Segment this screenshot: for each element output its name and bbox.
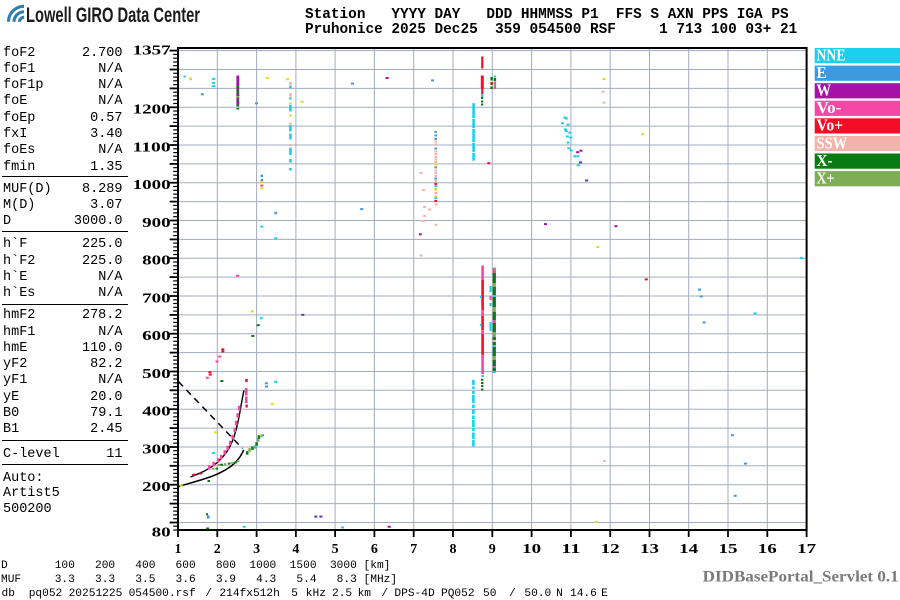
svg-text:800: 800 bbox=[142, 254, 171, 269]
svg-text:14: 14 bbox=[679, 542, 698, 557]
svg-text:200: 200 bbox=[142, 480, 171, 495]
svg-text:E: E bbox=[817, 63, 827, 82]
svg-text:500: 500 bbox=[142, 367, 171, 382]
svg-text:DIDBasePortal_Servlet 0.1: DIDBasePortal_Servlet 0.1 bbox=[703, 569, 899, 586]
svg-text:X+: X+ bbox=[817, 169, 835, 188]
svg-text:12: 12 bbox=[601, 542, 620, 557]
svg-text:10: 10 bbox=[522, 542, 541, 557]
svg-text:5: 5 bbox=[332, 542, 339, 557]
svg-text:15: 15 bbox=[719, 542, 738, 557]
svg-text:8: 8 bbox=[450, 542, 457, 557]
svg-text:900: 900 bbox=[142, 216, 171, 231]
svg-text:1: 1 bbox=[175, 542, 182, 557]
svg-text:X-: X- bbox=[817, 151, 833, 170]
svg-text:Vo+: Vo+ bbox=[817, 116, 844, 135]
svg-text:3: 3 bbox=[253, 542, 260, 557]
svg-text:1100: 1100 bbox=[133, 140, 171, 155]
svg-text:NNE: NNE bbox=[817, 45, 846, 64]
svg-text:Vo-: Vo- bbox=[817, 98, 842, 117]
svg-text:11: 11 bbox=[561, 542, 580, 557]
svg-text:2: 2 bbox=[214, 542, 221, 557]
svg-text:6: 6 bbox=[371, 542, 378, 557]
svg-text:17: 17 bbox=[797, 542, 816, 557]
svg-text:13: 13 bbox=[640, 542, 659, 557]
svg-text:300: 300 bbox=[142, 442, 171, 457]
svg-text:1357: 1357 bbox=[133, 43, 171, 58]
svg-text:16: 16 bbox=[758, 542, 777, 557]
svg-text:400: 400 bbox=[142, 405, 171, 420]
svg-text:80: 80 bbox=[152, 525, 171, 540]
svg-text:1200: 1200 bbox=[133, 103, 171, 118]
svg-text:1000: 1000 bbox=[133, 178, 171, 193]
svg-text:W: W bbox=[817, 81, 832, 100]
svg-text:9: 9 bbox=[489, 542, 496, 557]
svg-text:4: 4 bbox=[292, 542, 299, 557]
svg-text:SSW: SSW bbox=[817, 133, 848, 152]
svg-text:700: 700 bbox=[142, 291, 171, 306]
svg-text:600: 600 bbox=[142, 329, 171, 344]
svg-text:7: 7 bbox=[410, 542, 417, 557]
